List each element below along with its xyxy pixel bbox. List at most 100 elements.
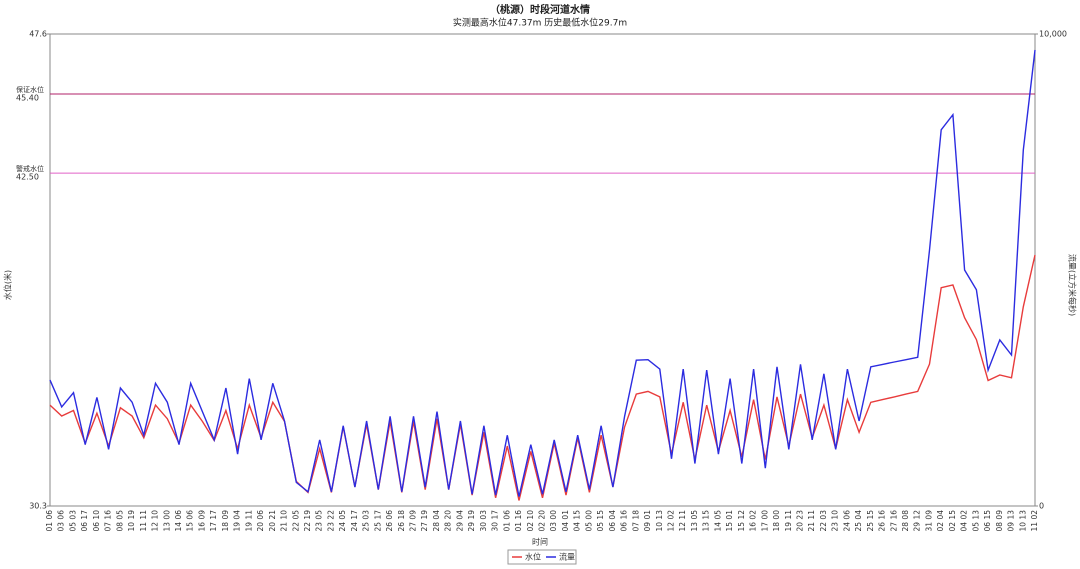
x-tick-label: 01 16 <box>514 510 523 532</box>
x-tick-label: 06 17 <box>80 510 89 532</box>
x-tick-label: 06 04 <box>608 510 617 532</box>
x-tick-label: 19 04 <box>233 510 242 532</box>
x-tick-label: 09 01 <box>643 510 652 532</box>
x-tick-label: 01 06 <box>502 510 511 532</box>
y-tick-label: 47.6 <box>29 30 47 39</box>
y2-tick-label: 0 <box>1039 502 1044 511</box>
legend-box <box>507 549 577 565</box>
x-tick-label: 06 10 <box>92 510 101 532</box>
x-tick-label: 25 03 <box>362 510 371 532</box>
x-tick-label: 10 19 <box>127 510 136 532</box>
x-tick-label: 05 03 <box>68 510 77 532</box>
x-tick-label: 22 03 <box>819 510 828 532</box>
x-tick-label: 04 01 <box>561 510 570 532</box>
x-tick-label: 17 17 <box>209 510 218 532</box>
x-tick-label: 11 02 <box>1030 510 1039 532</box>
x-tick-label: 27 16 <box>889 510 898 532</box>
x-tick-label: 11 11 <box>139 510 148 532</box>
x-tick-label: 01 06 <box>45 510 54 532</box>
x-tick-label: 06 15 <box>983 510 992 532</box>
x-tick-label: 02 15 <box>948 510 957 532</box>
x-tick-label: 25 04 <box>854 510 863 532</box>
x-tick-label: 07 16 <box>104 510 113 532</box>
x-tick-label: 27 09 <box>409 510 418 532</box>
x-tick-label: 30 17 <box>491 510 500 532</box>
x-tick-label: 27 19 <box>420 510 429 532</box>
x-tick-label: 21 11 <box>807 510 816 532</box>
x-tick-label: 19 11 <box>244 510 253 532</box>
plot-area <box>49 33 1036 507</box>
x-tick-label: 13 15 <box>702 510 711 532</box>
x-tick-label: 05 00 <box>584 510 593 532</box>
x-tick-label: 24 17 <box>350 510 359 532</box>
x-tick-label: 14 05 <box>713 510 722 532</box>
x-tick-label: 10 13 <box>655 510 664 532</box>
x-tick-label: 12 11 <box>678 510 687 532</box>
reference-value: 42.50 <box>16 173 39 182</box>
x-tick-label: 20 23 <box>795 510 804 532</box>
legend-label: 流量 <box>559 552 575 562</box>
x-tick-label: 03 06 <box>57 510 66 532</box>
x-tick-label: 07 18 <box>631 510 640 532</box>
x-tick-label: 08 05 <box>115 510 124 532</box>
x-tick-label: 10 13 <box>1018 510 1027 532</box>
x-tick-label: 31 09 <box>924 510 933 532</box>
x-tick-label: 29 12 <box>913 510 922 532</box>
x-tick-label: 26 06 <box>385 510 394 532</box>
y2-axis-label: 流量(立方米每秒) <box>1068 254 1078 316</box>
x-tick-label: 15 01 <box>725 510 734 532</box>
x-tick-label: 04 02 <box>960 510 969 532</box>
x-tick-label: 12 02 <box>666 510 675 532</box>
chart-subtitle: 实测最高水位47.37m 历史最低水位29.7m <box>453 17 627 29</box>
x-tick-label: 03 00 <box>549 510 558 532</box>
x-tick-label: 23 05 <box>315 510 324 532</box>
x-tick-label: 30 03 <box>479 510 488 532</box>
x-tick-label: 28 08 <box>901 510 910 532</box>
x-tick-label: 23 10 <box>831 510 840 532</box>
x-tick-label: 15 06 <box>186 510 195 532</box>
x-tick-label: 08 09 <box>995 510 1004 532</box>
y2-tick-label: 10,000 <box>1039 30 1067 39</box>
x-tick-label: 12 10 <box>151 510 160 532</box>
x-tick-label: 20 21 <box>268 510 277 532</box>
x-tick-label: 25 15 <box>866 510 875 532</box>
x-tick-label: 22 05 <box>291 510 300 532</box>
x-tick-label: 29 04 <box>455 510 464 532</box>
x-tick-label: 05 15 <box>596 510 605 532</box>
x-tick-label: 25 17 <box>373 510 382 532</box>
x-tick-label: 04 15 <box>573 510 582 532</box>
x-tick-label: 16 02 <box>749 510 758 532</box>
reference-name: 保证水位 <box>16 85 44 94</box>
x-tick-label: 20 06 <box>256 510 265 532</box>
y-tick-label: 30.3 <box>29 502 47 511</box>
x-axis-label: 时间 <box>532 537 548 547</box>
x-tick-label: 26 18 <box>397 510 406 532</box>
x-tick-label: 18 09 <box>221 510 230 532</box>
x-tick-label: 23 22 <box>326 510 335 532</box>
x-tick-label: 29 19 <box>467 510 476 532</box>
x-tick-label: 14 06 <box>174 510 183 532</box>
x-tick-label: 09 13 <box>1007 510 1016 532</box>
x-tick-label: 05 13 <box>971 510 980 532</box>
x-tick-label: 17 00 <box>760 510 769 532</box>
legend-label: 水位 <box>525 552 541 562</box>
x-tick-label: 02 04 <box>936 510 945 532</box>
x-tick-label: 24 05 <box>338 510 347 532</box>
reference-value: 45.40 <box>16 94 39 103</box>
series-line <box>49 49 1036 497</box>
y-axis-label: 水位(米) <box>3 270 13 300</box>
x-tick-label: 19 11 <box>784 510 793 532</box>
x-tick-label: 28 04 <box>432 510 441 532</box>
x-tick-label: 13 00 <box>162 510 171 532</box>
x-tick-label: 06 16 <box>620 510 629 532</box>
x-tick-label: 02 10 <box>526 510 535 532</box>
x-tick-label: 16 09 <box>197 510 206 532</box>
x-tick-label: 22 19 <box>303 510 312 532</box>
chart-title: （桃源）时段河道水情 <box>490 3 590 16</box>
x-tick-label: 13 05 <box>690 510 699 532</box>
x-tick-label: 24 06 <box>842 510 851 532</box>
reference-name: 警戒水位 <box>16 164 44 173</box>
x-tick-label: 26 16 <box>878 510 887 532</box>
